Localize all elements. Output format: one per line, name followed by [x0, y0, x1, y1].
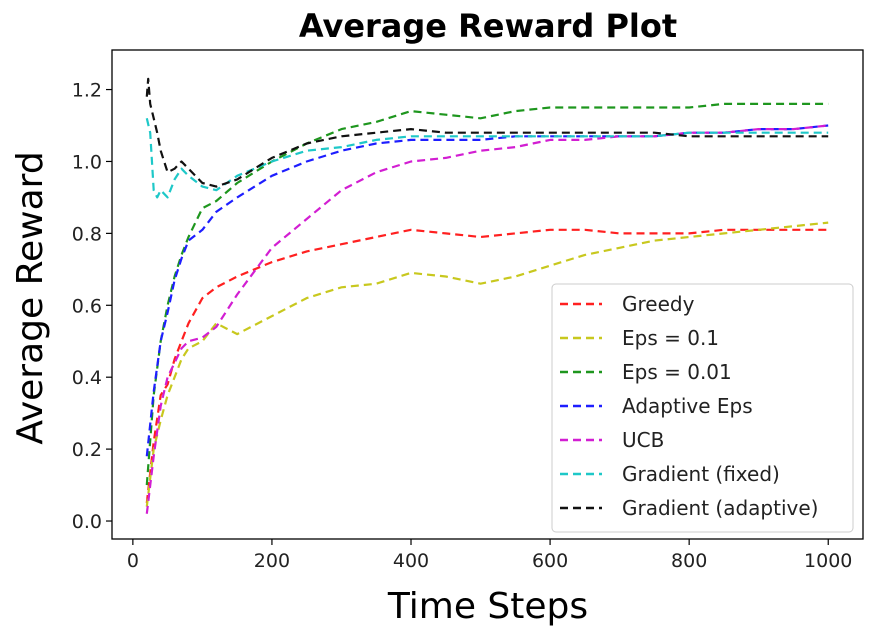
- legend-label: Greedy: [622, 292, 695, 316]
- x-tick-label: 200: [254, 550, 290, 572]
- legend: Greedy Eps = 0.1 Eps = 0.01 Adaptive Eps UCB…: [551, 283, 854, 533]
- x-tick-label: 800: [671, 550, 707, 572]
- legend-label: Gradient (adaptive): [622, 496, 818, 520]
- series-line-greedy: [145, 228, 829, 504]
- x-tick-label: 1000: [804, 550, 852, 572]
- y-tick-label: 0.2: [72, 439, 102, 461]
- x-axis-label: Time Steps: [387, 586, 588, 627]
- x-tick-label: 0: [127, 550, 139, 572]
- series-line-gradient-adaptive: [145, 77, 829, 188]
- y-tick-label: 0.0: [72, 511, 102, 533]
- series-line-adaptive-eps: [145, 124, 829, 457]
- y-tick-label: 0.8: [72, 223, 102, 245]
- y-axis-label: Average Reward: [10, 151, 51, 444]
- plot-frame: [111, 49, 864, 540]
- series-line-gradient-fixed: [145, 118, 829, 199]
- legend-label: Adaptive Eps: [622, 394, 753, 418]
- x-axis-ticks: 0 200 400 600 800 1000: [127, 539, 852, 572]
- x-tick-label: 400: [393, 550, 429, 572]
- x-tick-label: 600: [532, 550, 568, 572]
- chart-title: Average Reward Plot: [299, 7, 677, 45]
- y-axis-ticks: 0.0 0.2 0.4 0.6 0.8 1.0 1.2: [72, 80, 112, 533]
- legend-label: Eps = 0.1: [622, 326, 719, 350]
- y-tick-label: 0.4: [72, 367, 102, 389]
- series-line-eps-0-01: [145, 102, 829, 486]
- y-tick-label: 1.0: [72, 151, 102, 173]
- plot-lines: [145, 77, 829, 514]
- y-tick-label: 0.6: [72, 295, 102, 317]
- legend-label: Eps = 0.01: [622, 360, 732, 384]
- legend-box: [551, 283, 854, 533]
- legend-label: Gradient (fixed): [622, 462, 780, 486]
- legend-label: UCB: [622, 428, 664, 452]
- y-tick-label: 1.2: [72, 80, 102, 102]
